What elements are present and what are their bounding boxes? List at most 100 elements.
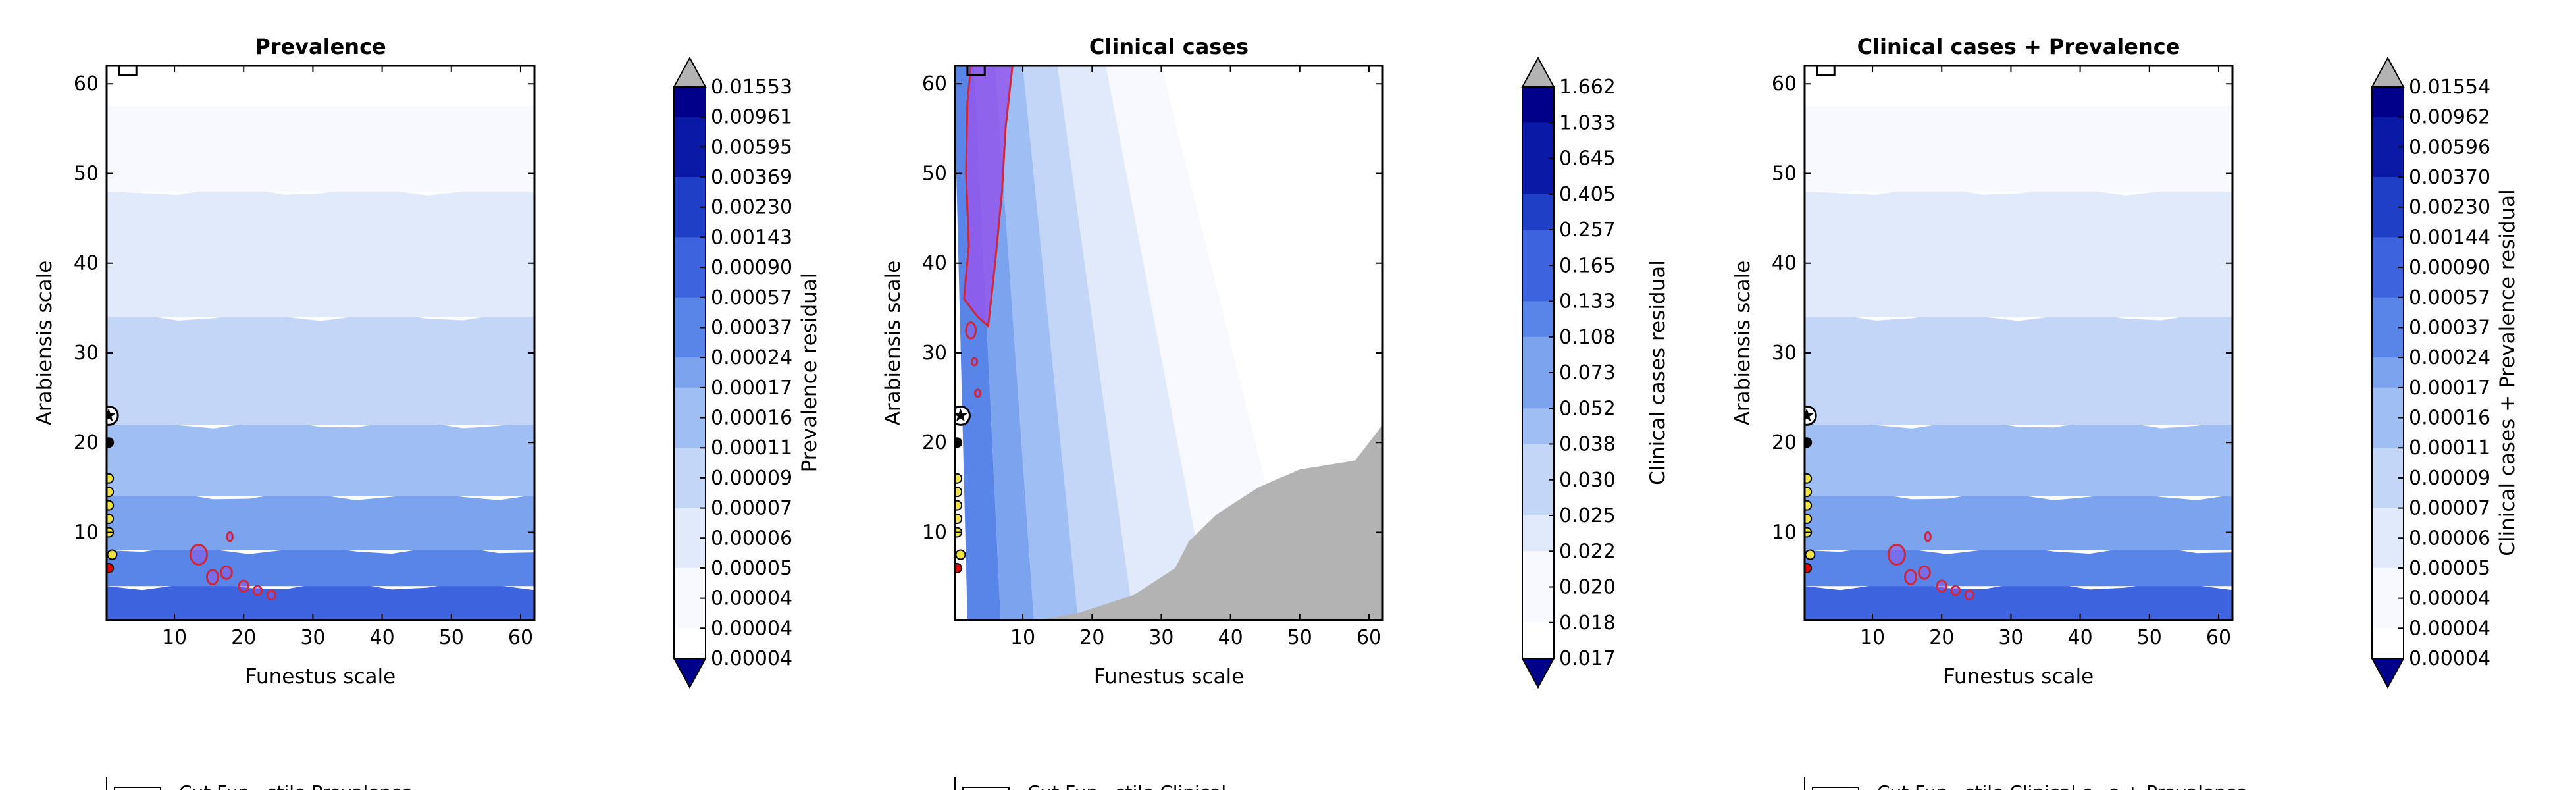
- y-tick-label: 20: [74, 431, 99, 454]
- colorbar-tick-label: 0.00017: [2409, 377, 2490, 400]
- contour-band: [107, 313, 534, 425]
- colorbar-tick-label: 0.00017: [711, 377, 792, 400]
- colorbar-tick-label: 0.00230: [711, 196, 792, 219]
- contour-band: [107, 546, 534, 587]
- y-tick-label: 30: [1772, 342, 1797, 365]
- yellow-marker: [1805, 514, 1813, 525]
- x-tick-label: 40: [1218, 626, 1243, 649]
- significance-contour: [266, 589, 277, 601]
- significance-contour: [1918, 565, 1931, 580]
- significance-contour: [252, 585, 263, 596]
- y-tick-label: 60: [1772, 72, 1797, 95]
- x-tick-label: 20: [231, 626, 256, 649]
- colorbar-tick-label: 0.00144: [2409, 226, 2490, 249]
- colorbar-segment: [2372, 417, 2404, 448]
- colorbar-tick-label: 0.00962: [2409, 106, 2490, 129]
- colorbar-tick-label: 0.00037: [711, 316, 792, 339]
- colorbar-segment: [674, 448, 706, 479]
- y-tick-label: 50: [1772, 162, 1797, 185]
- y-axis-label: Arabiensis scale: [881, 261, 905, 426]
- colorbar: 0.01553 0.00961 0.00595 0.00369 0.00230 0.001…: [673, 56, 821, 689]
- significance-contour: [1964, 589, 1975, 601]
- colorbar-tick-label: 0.00009: [2409, 467, 2490, 490]
- axes-frame: [1803, 65, 2234, 621]
- y-tick-label: 60: [74, 72, 99, 95]
- colorbar-segment: [2372, 207, 2404, 238]
- star-marker-glyph: [955, 408, 967, 422]
- colorbar-segment: [2372, 177, 2404, 208]
- colorbar-tick-label: 0.00016: [2409, 407, 2490, 430]
- colorbar-under-extension: [2371, 658, 2405, 689]
- yellow-marker: [107, 500, 115, 511]
- colorbar-tick-label: 0.00005: [711, 557, 792, 580]
- colorbar-tick-label: 0.00004: [711, 617, 792, 640]
- x-axis-label: Funestus scale: [245, 665, 396, 689]
- significance-contour: [970, 357, 979, 367]
- colorbar-tick-label: 0.257: [1559, 219, 1616, 242]
- colorbar-segment: [674, 567, 706, 599]
- x-tick-label: 50: [1287, 626, 1312, 649]
- contour-band: [107, 66, 534, 106]
- colorbar-tick-label: 0.00024: [711, 346, 792, 369]
- y-tick-label: 30: [922, 342, 947, 365]
- colorbar-tick-label: 0.00004: [711, 587, 792, 610]
- colorbar-segment: [1522, 622, 1554, 659]
- colorbar-tick-label: 0.00004: [2409, 647, 2490, 670]
- y-axis-label: Arabiensis scale: [1731, 261, 1755, 426]
- x-tick-label: 50: [2137, 626, 2162, 649]
- yellow-marker: [955, 514, 963, 525]
- colorbar-segment: [1522, 373, 1554, 409]
- colorbar-tick-label: 0.00005: [2409, 557, 2490, 580]
- yellow-marker: [107, 473, 115, 484]
- colorbar-tick-label: 0.030: [1559, 469, 1616, 492]
- x-axis-label: Funestus scale: [1944, 665, 2094, 689]
- chart-title: Prevalence: [255, 34, 386, 59]
- contour-band: [1805, 97, 2232, 192]
- colorbar-segment: [2372, 538, 2404, 569]
- x-tick-label: 60: [2206, 626, 2231, 649]
- significance-contour: [189, 544, 209, 566]
- baseline-box-marker: [1816, 66, 1836, 76]
- contour-band: [107, 421, 534, 496]
- baseline-box-marker: [118, 66, 138, 76]
- baseline-box-marker: [966, 66, 986, 76]
- colorbar-tick-label: 0.017: [1559, 647, 1616, 670]
- colorbar-tick-label: 1.033: [1559, 111, 1616, 134]
- colorbar-segment: [674, 538, 706, 569]
- colorbar-segment: [2372, 357, 2404, 388]
- colorbar-segment: [674, 87, 706, 118]
- colorbar-segment: [674, 117, 706, 147]
- colorbar-segment: [2372, 628, 2404, 659]
- x-tick-label: 60: [1356, 626, 1381, 649]
- colorbar-segment: [1522, 515, 1554, 552]
- x-tick-label: 40: [370, 626, 395, 649]
- contour-band: [1805, 187, 2232, 317]
- legend-swatch: [962, 787, 1010, 790]
- colorbar-under-extension: [1521, 658, 1555, 689]
- contour-band: [1805, 313, 2232, 425]
- x-tick-label: 60: [508, 626, 533, 649]
- yellow-marker: [955, 549, 966, 560]
- star-marker-glyph: [107, 408, 116, 422]
- colorbar-over-extension: [1521, 56, 1555, 88]
- star-marker-glyph: [1805, 408, 1814, 422]
- colorbar-segment: [1522, 230, 1554, 266]
- colorbar-tick-label: 0.00009: [711, 467, 792, 490]
- y-tick-label: 40: [1772, 252, 1797, 275]
- colorbar-tick-label: 0.133: [1559, 290, 1616, 313]
- colorbar-segment: [1522, 551, 1554, 587]
- chart-panel-3: 10 20 30 40 50 60 10 20 30 40 50 60 Clinical cases +…: [1731, 34, 2519, 790]
- contour-band: [1805, 492, 2232, 550]
- y-tick-label: 10: [922, 521, 947, 544]
- contour-band: [107, 492, 534, 550]
- yellow-marker: [955, 487, 963, 498]
- legend-entry: Cut Fun...stile Prevalence: [179, 781, 413, 790]
- yellow-marker: [955, 500, 963, 511]
- contour-band: [1106, 66, 1300, 620]
- y-tick-label: 10: [1772, 521, 1797, 544]
- colorbar-segment: [1522, 301, 1554, 338]
- colorbar-segment: [1522, 479, 1554, 516]
- colorbar-segment: [1522, 194, 1554, 230]
- y-axis-label: Arabiensis scale: [33, 261, 57, 426]
- y-tick-label: 40: [922, 252, 947, 275]
